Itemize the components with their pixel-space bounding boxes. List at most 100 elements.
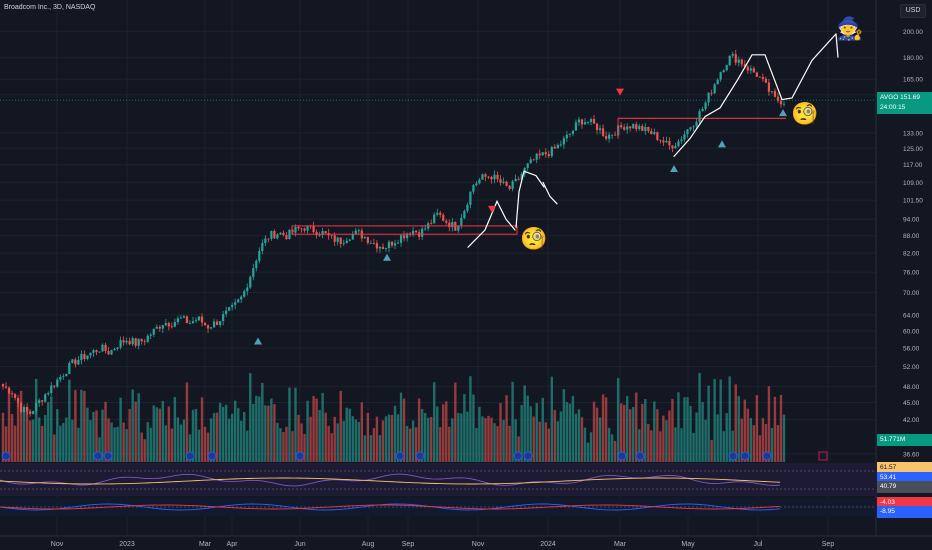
volume-bar <box>541 397 544 462</box>
candle-body <box>761 76 764 79</box>
osc1-value-1: 61.57 <box>877 462 932 474</box>
volume-bar <box>589 432 593 462</box>
volume-bar <box>200 397 204 462</box>
candle-body <box>1 384 5 387</box>
candle-body <box>107 351 110 355</box>
volume-bar <box>218 402 222 462</box>
candle-body <box>246 287 249 292</box>
volume-bar <box>291 431 294 462</box>
candle-body <box>321 231 324 235</box>
volume-bar <box>595 407 599 462</box>
volume-bar <box>297 414 300 462</box>
resistance-box-1 <box>291 225 518 235</box>
volume-bar <box>7 388 11 462</box>
volume-bar <box>520 405 523 462</box>
event-marker <box>103 451 113 461</box>
volume-bar <box>426 417 430 462</box>
volume-bar <box>499 403 502 462</box>
candle-body <box>647 126 650 131</box>
candle-body <box>535 153 538 160</box>
candle-body <box>113 348 116 351</box>
volume-bar <box>366 412 370 462</box>
price-tick-label: 56.00 <box>903 346 920 353</box>
candle-body <box>188 323 192 324</box>
price-tick-label: 125.00 <box>903 146 923 153</box>
volume-bar <box>276 422 279 462</box>
candle-body <box>686 129 689 135</box>
candle-body <box>234 302 237 305</box>
candle-body <box>306 225 309 231</box>
price-tick-label: 88.00 <box>903 233 920 240</box>
ticker-tag: AVGO <box>880 94 899 101</box>
volume-bar <box>568 403 572 462</box>
volume-bar <box>713 378 716 462</box>
volume-bar <box>31 419 35 462</box>
price-tick-label: 133.00 <box>903 130 923 137</box>
candle-body <box>249 276 252 288</box>
volume-bar <box>698 372 701 462</box>
volume-bar <box>122 422 125 462</box>
volume-bar <box>604 397 608 462</box>
candle-body <box>80 353 83 360</box>
candle-body <box>95 350 98 353</box>
candle-body <box>170 326 173 328</box>
volume-bar <box>164 425 168 462</box>
candle-body <box>231 304 234 308</box>
event-marker <box>207 451 217 461</box>
volume-bar <box>598 417 602 462</box>
volume-bar <box>761 418 765 462</box>
candle-body <box>86 355 89 360</box>
volume-bar <box>152 405 155 462</box>
candle-body <box>725 65 728 71</box>
volume-bar <box>749 418 753 462</box>
volume-bar <box>556 421 560 462</box>
volume-bar <box>592 401 596 462</box>
candle-body <box>134 338 137 346</box>
volume-bar <box>586 442 590 462</box>
candle-body <box>324 231 327 234</box>
osc2-signal <box>0 504 781 510</box>
candle-body <box>505 181 508 186</box>
currency-button[interactable]: USD <box>900 4 926 18</box>
event-marker <box>1 451 11 461</box>
event-marker <box>728 451 738 461</box>
volume-bar <box>194 408 198 462</box>
volume-bar <box>372 428 376 462</box>
time-tick-label: Nov <box>51 541 64 548</box>
volume-bar <box>420 409 424 462</box>
volume-bar <box>182 419 186 462</box>
volume-bar <box>526 395 529 462</box>
candle-body <box>74 359 77 365</box>
candle-body <box>719 72 722 80</box>
candle-body <box>713 84 716 94</box>
candle-body <box>300 228 303 230</box>
candle-body <box>13 394 17 398</box>
candle-body <box>65 373 68 377</box>
volume-bar <box>692 432 695 462</box>
price-tick-label: 117.00 <box>903 162 923 169</box>
volume-bar <box>56 409 59 462</box>
volume-bar <box>490 417 493 462</box>
candle-body <box>442 214 445 221</box>
candle-body <box>336 237 339 242</box>
volume-bar <box>315 398 318 462</box>
volume-bar <box>653 401 656 462</box>
volume-bar <box>384 416 388 462</box>
volume-bar <box>493 423 496 462</box>
candle-body <box>62 376 65 377</box>
volume-bar <box>74 389 77 462</box>
volume-bar <box>378 435 382 462</box>
volume-bar <box>740 418 743 462</box>
volume-bar <box>782 414 786 462</box>
volume-bar <box>339 390 342 462</box>
volume-bar <box>270 398 273 462</box>
osc2-line <box>0 503 781 511</box>
volume-bar <box>267 405 270 462</box>
volume-bar <box>107 418 110 462</box>
volume-bar <box>390 414 394 462</box>
candle-body <box>592 119 596 124</box>
volume-bar <box>285 426 288 462</box>
volume-bar <box>466 411 469 462</box>
volume-bar <box>233 400 237 462</box>
